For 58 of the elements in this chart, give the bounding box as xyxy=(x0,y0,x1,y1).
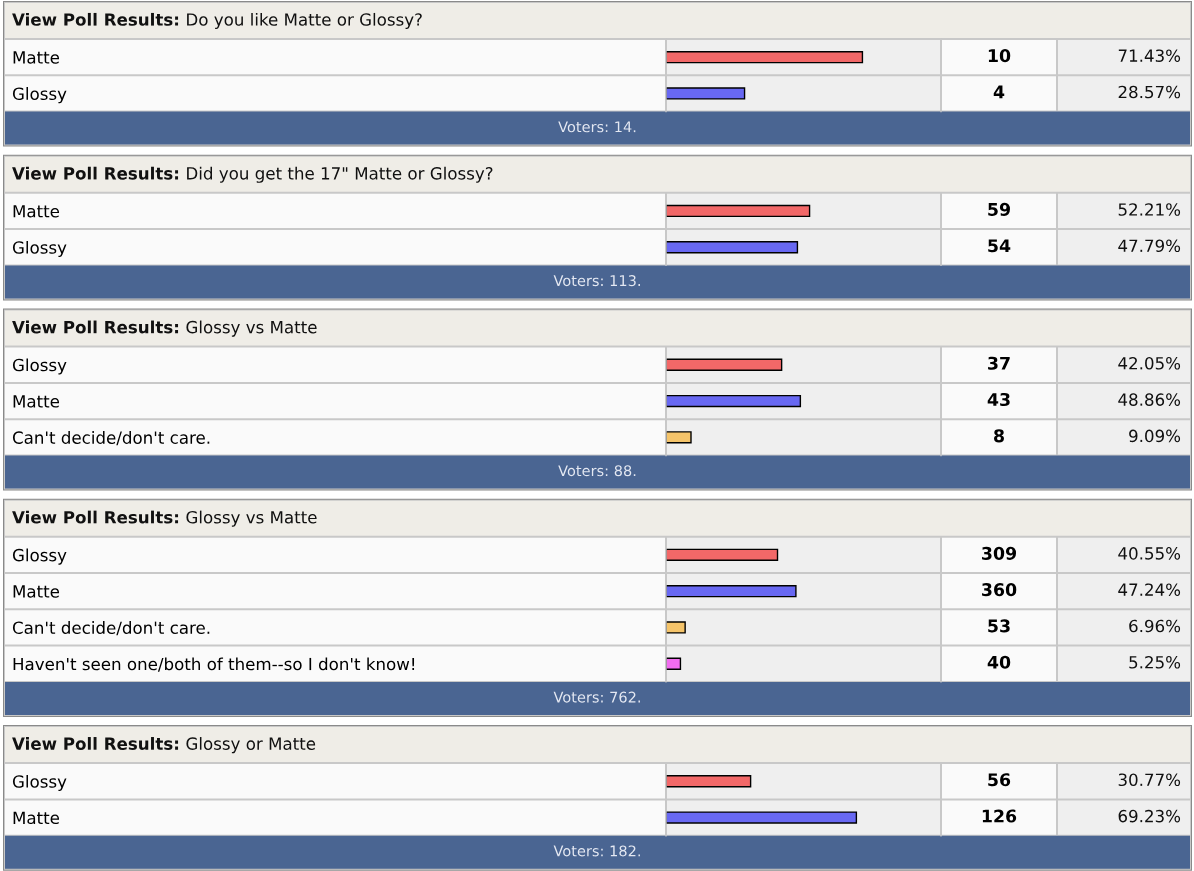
text: 56 xyxy=(988,773,1011,787)
bar xyxy=(666,657,682,670)
data-label: 5.25% xyxy=(1129,655,1181,669)
text: Voters: 113. xyxy=(553,275,640,287)
text: View Poll Results: xyxy=(12,510,179,524)
y-tick-label: Can't decide/don't care. xyxy=(12,621,210,636)
text: Voters: 762. xyxy=(553,691,640,703)
bar xyxy=(666,585,797,598)
text: Did you get the 17" Matte or Glossy? xyxy=(187,166,493,183)
y-tick-label: Glossy xyxy=(12,240,67,258)
text: 360 xyxy=(982,583,1017,597)
y-tick-label: Glossy xyxy=(12,774,67,792)
text: Do you like Matte or Glossy? xyxy=(187,12,422,30)
y-tick-label: Matte xyxy=(13,585,60,598)
text: 53 xyxy=(988,619,1010,633)
y-tick-label: Glossy xyxy=(12,548,67,565)
text: Voters: 14. xyxy=(558,121,636,133)
y-tick-label: Can't decide/don't care. xyxy=(12,431,210,446)
text: Glossy vs Matte xyxy=(186,320,317,337)
y-tick-label: Matte xyxy=(13,395,60,408)
data-label: 48.86% xyxy=(1118,393,1181,406)
data-label: 28.57% xyxy=(1118,85,1181,99)
text: Voters: 88. xyxy=(558,465,636,477)
y-tick-label: Matte xyxy=(13,811,60,825)
y-tick-label: Matte xyxy=(13,51,60,64)
text: Glossy or Matte xyxy=(186,737,316,754)
data-label: 6.96% xyxy=(1129,619,1181,633)
bar xyxy=(666,548,779,561)
text: Glossy vs Matte xyxy=(186,510,317,527)
text: View Poll Results: xyxy=(12,737,179,750)
data-label: 30.77% xyxy=(1118,773,1181,787)
text: 309 xyxy=(982,546,1017,560)
text: View Poll Results: xyxy=(12,166,179,180)
text: 59 xyxy=(988,202,1010,216)
data-label: 47.24% xyxy=(1118,583,1181,596)
y-tick-label: Glossy xyxy=(12,358,67,375)
text: 126 xyxy=(982,809,1017,823)
text: 40 xyxy=(987,655,1011,669)
text: 37 xyxy=(988,356,1010,370)
text: 43 xyxy=(987,392,1010,407)
y-tick-label: Matte xyxy=(13,205,60,218)
data-label: 71.43% xyxy=(1118,49,1181,62)
text: View Poll Results: xyxy=(12,12,179,26)
data-label: 40.55% xyxy=(1118,547,1181,560)
bar xyxy=(666,621,686,634)
text: 54 xyxy=(988,239,1011,253)
data-label: 69.23% xyxy=(1118,809,1181,823)
data-label: 42.05% xyxy=(1118,356,1181,370)
data-label: 9.09% xyxy=(1129,429,1181,443)
y-tick-label: Haven't seen one/both of them--so I don't know! xyxy=(13,657,415,672)
text: 8 xyxy=(994,429,1004,443)
text: Voters: 182. xyxy=(553,845,640,857)
data-label: 47.79% xyxy=(1118,239,1181,253)
text: View Poll Results: xyxy=(12,320,179,334)
data-label: 52.21% xyxy=(1118,203,1181,216)
text: 10 xyxy=(988,49,1011,63)
text: 4 xyxy=(993,85,1005,99)
y-tick-label: Glossy xyxy=(12,87,67,104)
